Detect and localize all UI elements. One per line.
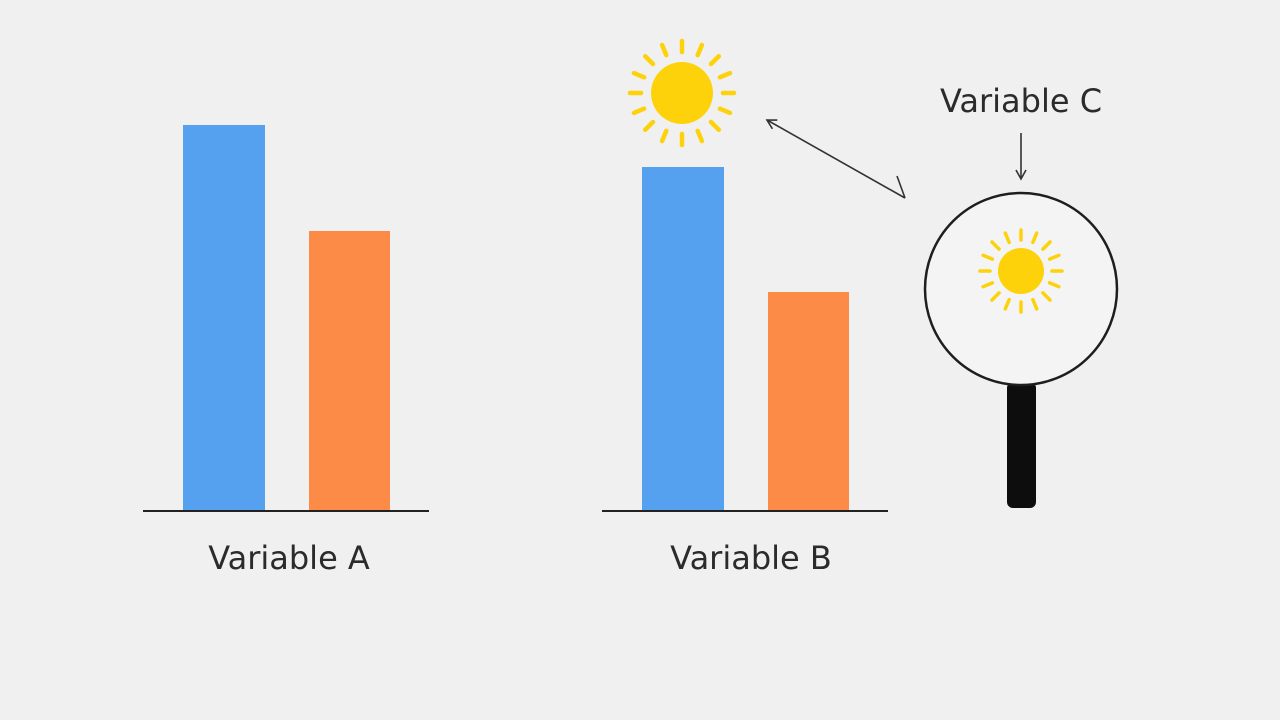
panel-label: Variable B	[670, 539, 832, 577]
bar-blue	[642, 167, 724, 511]
sun-ray	[1041, 291, 1052, 302]
sun-ray	[717, 70, 733, 80]
magnifier-handle	[1007, 382, 1036, 508]
link-arrow	[765, 119, 906, 199]
sun-ray	[659, 128, 669, 144]
sun-ray	[1031, 297, 1039, 311]
suns	[627, 38, 1064, 314]
sun-ray	[990, 291, 1001, 302]
sun	[998, 248, 1044, 294]
sun-ray	[659, 42, 669, 58]
sun-ray	[642, 119, 656, 133]
sun-ray	[1041, 240, 1052, 251]
panel-label: Variable A	[208, 539, 370, 577]
sun-ray	[708, 119, 722, 133]
callout-label: Variable C	[940, 82, 1102, 120]
sun-ray	[1047, 281, 1061, 289]
sun-ray	[717, 106, 733, 116]
sun-ray	[631, 106, 647, 116]
sun-ray	[708, 53, 722, 67]
sun-ray	[990, 240, 1001, 251]
sun-ray	[695, 42, 705, 58]
sun-ray	[642, 53, 656, 67]
sun-ray	[981, 253, 995, 261]
sun-ray	[695, 128, 705, 144]
sun-ray	[1031, 231, 1039, 245]
sun-ray	[1003, 231, 1011, 245]
bar-orange	[309, 231, 390, 511]
arrow-tail	[896, 175, 906, 199]
sun-ray	[981, 281, 995, 289]
sun	[651, 62, 713, 124]
bar-blue	[183, 125, 265, 511]
sun-ray	[631, 70, 647, 80]
sun-ray	[1047, 253, 1061, 261]
bar-orange	[768, 292, 849, 511]
sun-ray	[1003, 297, 1011, 311]
